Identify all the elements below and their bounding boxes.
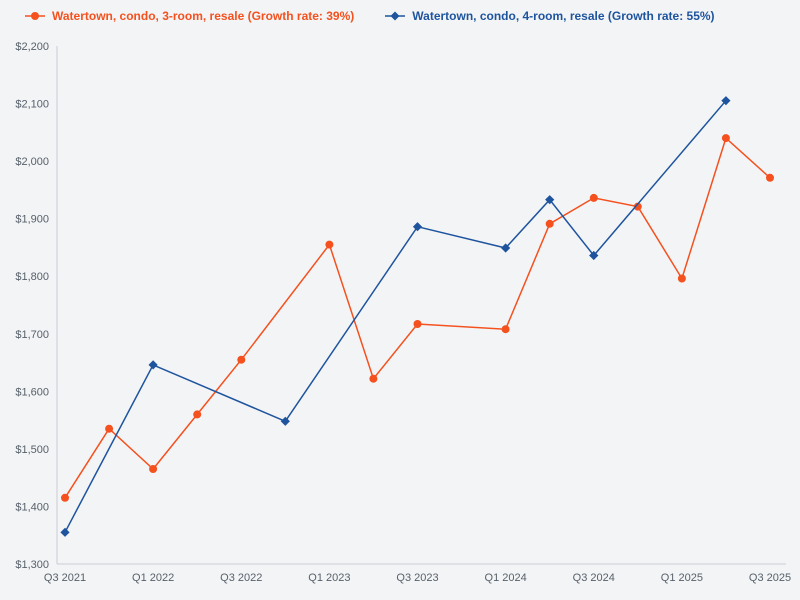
data-point-marker-3-room: [545, 219, 554, 228]
data-point-marker-4-room: [501, 243, 511, 253]
x-tick-label: Q3 2024: [573, 572, 615, 584]
x-tick-label: Q3 2025: [749, 572, 791, 584]
y-tick-label: $1,700: [15, 329, 49, 341]
x-tick-label: Q3 2022: [220, 572, 262, 584]
y-tick-label: $1,600: [15, 386, 49, 398]
x-tick-label: Q1 2024: [485, 572, 527, 584]
x-tick-label: Q1 2022: [132, 572, 174, 584]
y-tick-label: $1,900: [15, 214, 49, 226]
data-point-marker-3-room: [149, 465, 158, 473]
y-tick-label: $1,400: [15, 501, 49, 513]
data-point-marker-4-room: [60, 527, 70, 537]
x-tick-label: Q3 2023: [396, 572, 438, 584]
y-tick-label: $2,000: [15, 156, 49, 168]
x-tick-label: Q1 2025: [661, 572, 703, 584]
legend-item-4-room[interactable]: Watertown, condo, 4-room, resale (Growth…: [384, 9, 715, 23]
data-point-marker-3-room: [501, 325, 510, 334]
legend-label-3-room: Watertown, condo, 3-room, resale (Growth…: [52, 9, 355, 23]
x-tick-label: Q1 2023: [308, 572, 350, 584]
y-tick-label: $2,100: [15, 99, 49, 111]
circle-legend-marker-icon: [25, 12, 45, 20]
data-point-marker-3-room: [413, 320, 422, 328]
series-line-3-room: [64, 136, 771, 499]
data-point-marker-4-room: [412, 222, 423, 232]
series-line-4-room: [64, 100, 727, 533]
data-point-marker-3-room: [237, 355, 246, 364]
y-tick-label: $2,200: [15, 41, 49, 53]
data-point-marker-3-room: [677, 274, 686, 283]
data-point-marker-3-room: [369, 374, 378, 383]
legend-label-4-room: Watertown, condo, 4-room, resale (Growth…: [412, 9, 715, 23]
data-point-marker-3-room: [589, 193, 598, 202]
data-point-marker-4-room: [589, 250, 599, 261]
x-tick-label: Q3 2021: [44, 572, 86, 584]
data-point-marker-3-room: [105, 424, 114, 433]
legend-item-3-room[interactable]: Watertown, condo, 3-room, resale (Growth…: [24, 9, 354, 23]
data-point-marker-3-room: [325, 240, 334, 249]
data-point-marker-3-room: [766, 173, 774, 182]
chart-legend: Watertown, condo, 3-room, resale (Growth…: [24, 9, 715, 23]
y-tick-label: $1,300: [15, 559, 49, 571]
data-point-marker-3-room: [193, 410, 202, 419]
data-point-marker-4-room: [148, 360, 158, 370]
data-point-marker-3-room: [633, 202, 642, 211]
data-point-marker-4-room: [545, 195, 555, 205]
data-point-marker-4-room: [280, 416, 290, 426]
data-point-marker-4-room: [721, 96, 731, 106]
y-tick-label: $1,800: [15, 271, 49, 283]
y-tick-label: $1,500: [15, 444, 49, 456]
data-point-marker-3-room: [721, 134, 730, 143]
data-point-marker-3-room: [61, 493, 69, 502]
diamond-legend-marker-icon: [385, 11, 406, 21]
